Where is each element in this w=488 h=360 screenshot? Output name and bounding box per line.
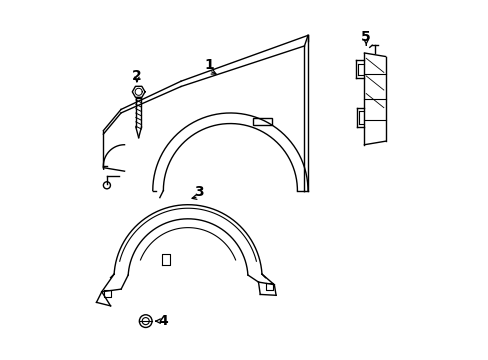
- Text: 1: 1: [204, 58, 214, 72]
- Bar: [253, 118, 271, 125]
- Text: 2: 2: [132, 69, 142, 83]
- Text: 4: 4: [158, 314, 168, 328]
- Text: 5: 5: [361, 30, 370, 44]
- Text: 3: 3: [193, 185, 203, 199]
